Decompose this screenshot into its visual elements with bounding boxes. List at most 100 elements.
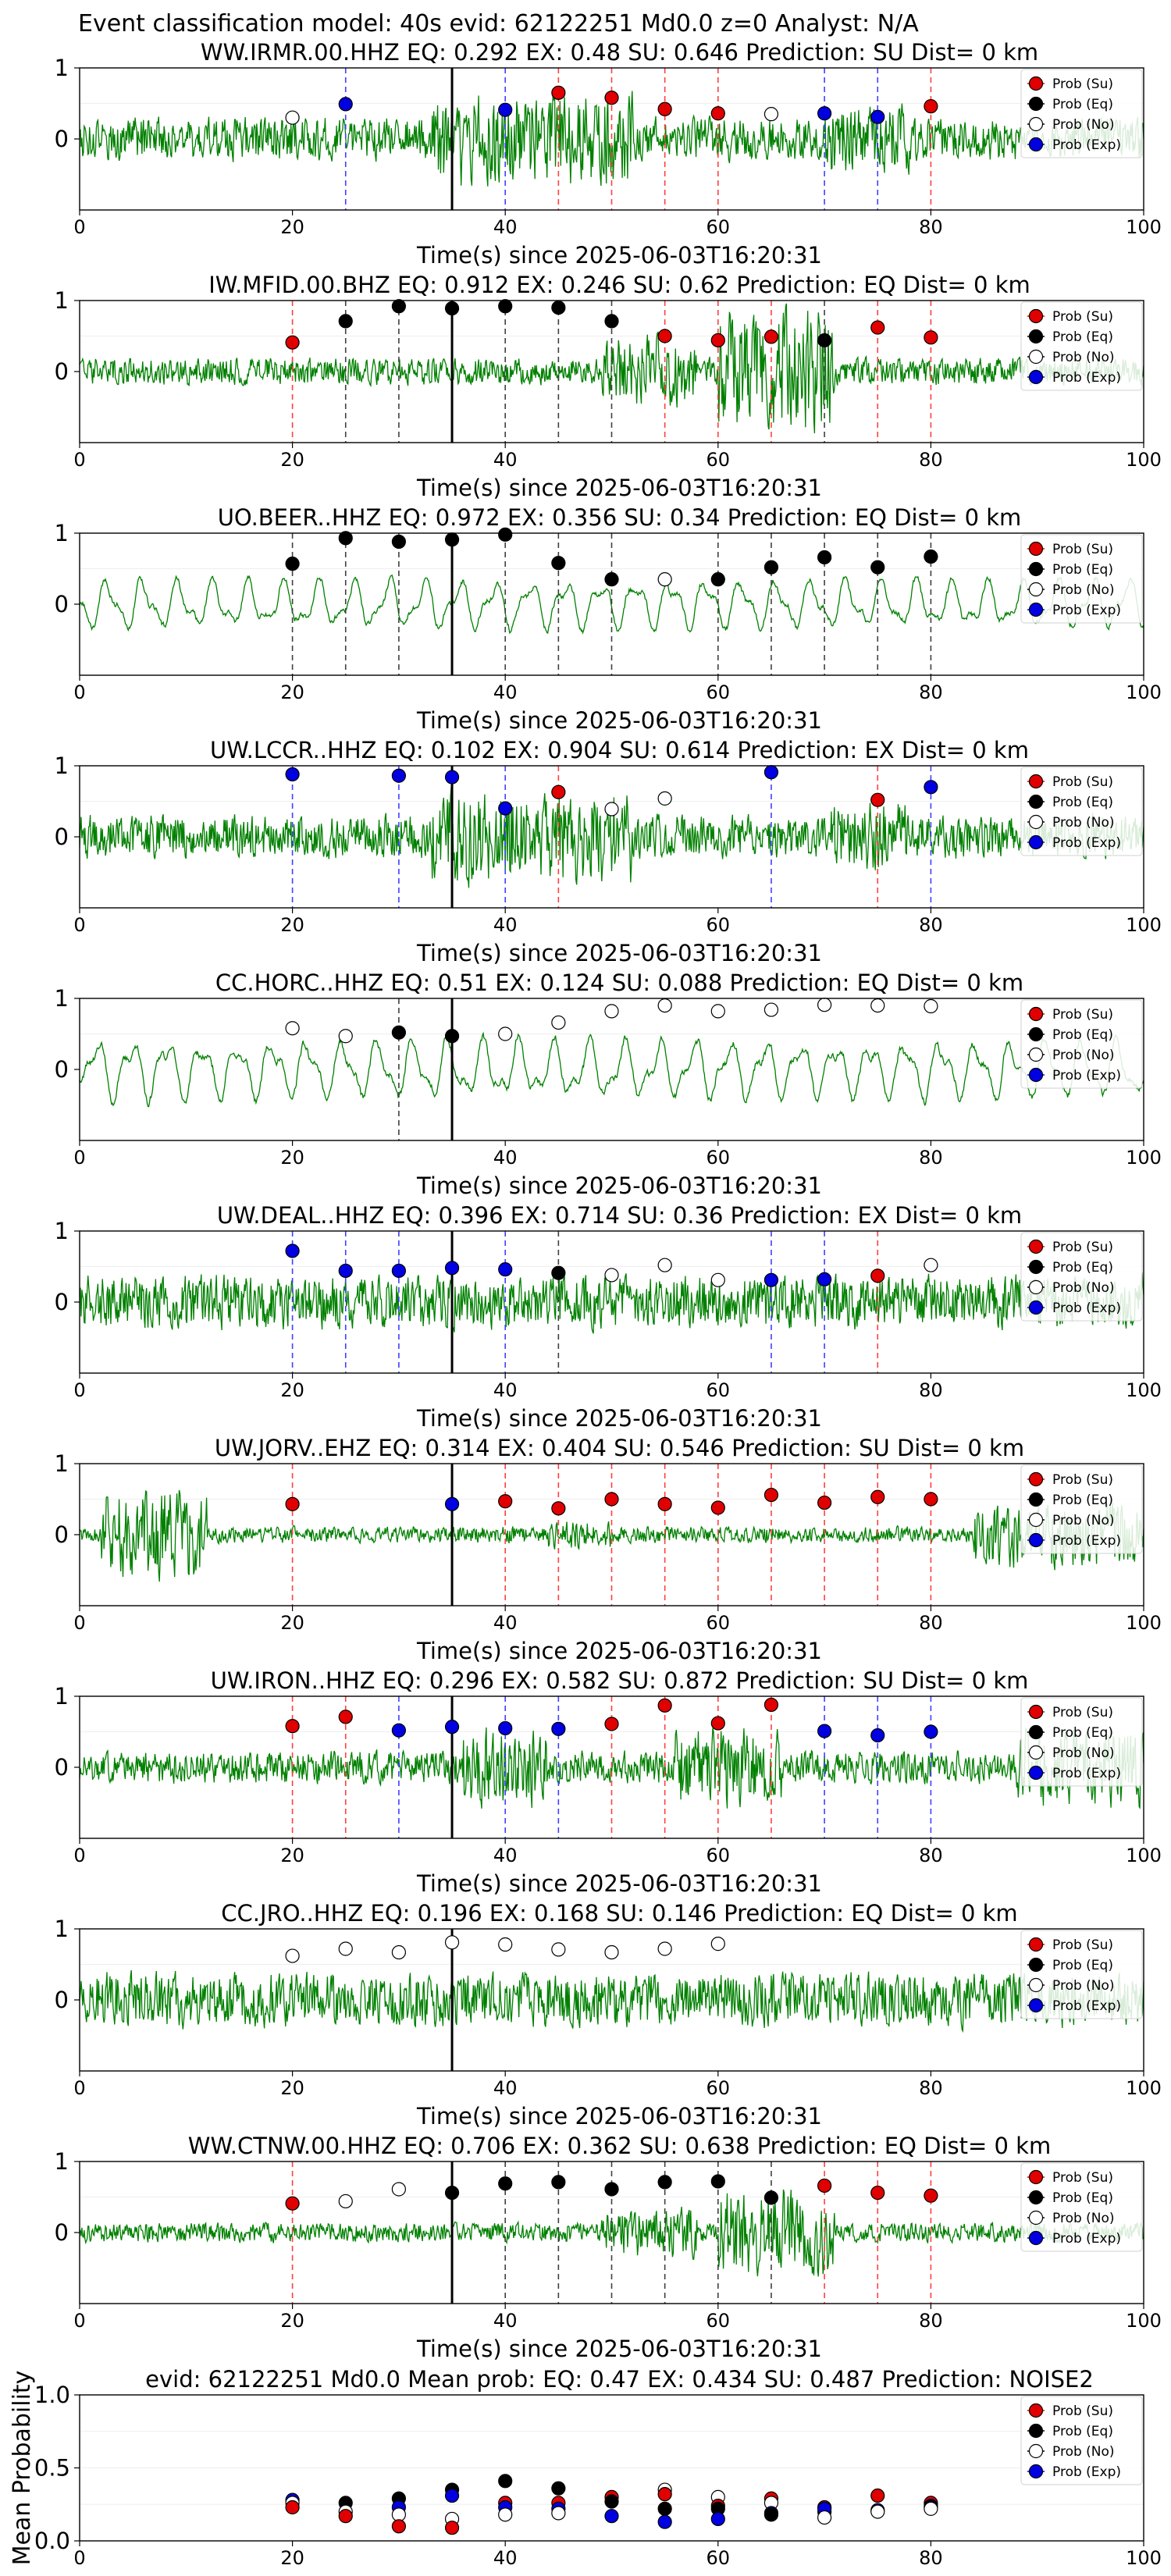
prob-marker-exp <box>817 106 832 121</box>
xtick-label: 100 <box>1126 914 1162 936</box>
panels: WW.IRMR.00.HHZ EQ: 0.292 EX: 0.48 SU: 0.… <box>9 39 1162 2569</box>
waveform-trace <box>79 303 1144 434</box>
waveform-trace <box>79 1969 1144 2033</box>
xtick-label: 60 <box>707 2547 731 2569</box>
legend-marker-exp <box>1028 602 1044 617</box>
panel-title: CC.HORC..HHZ EQ: 0.51 EX: 0.124 SU: 0.08… <box>215 970 1023 996</box>
mean-prob-marker-su <box>657 2487 672 2502</box>
panel-title: UW.JORV..EHZ EQ: 0.314 EX: 0.404 SU: 0.5… <box>215 1435 1024 1461</box>
prob-marker-eq <box>498 527 513 542</box>
prob-marker-no <box>657 791 672 806</box>
xtick-label: 20 <box>280 1379 304 1401</box>
figure-suptitle: Event classification model: 40s evid: 62… <box>78 10 919 37</box>
legend-label-exp: Prob (Exp) <box>1052 1300 1121 1316</box>
legend-label-exp: Prob (Exp) <box>1052 137 1121 153</box>
prob-marker-exp <box>551 1721 566 1736</box>
xtick-label: 60 <box>707 1612 731 1634</box>
xtick-label: 60 <box>707 914 731 936</box>
ytick-label: 0 <box>55 126 69 152</box>
legend-label-su: Prob (Su) <box>1052 542 1113 557</box>
legend-marker-eq <box>1028 1026 1044 1042</box>
prob-marker-su <box>870 792 885 807</box>
legend: Prob (Su) Prob (Eq) Prob (No) Prob (Exp) <box>1020 999 1143 1089</box>
prob-marker-eq <box>604 314 619 329</box>
legend-marker-no <box>1028 582 1044 597</box>
prob-marker-su <box>870 320 885 335</box>
xtick-label: 40 <box>493 449 518 471</box>
x-axis-label: Time(s) since 2025-06-03T16:20:31 <box>416 2336 822 2362</box>
prob-marker-su <box>604 91 619 105</box>
legend: Prob (Su) Prob (Eq) Prob (No) Prob (Exp) <box>1020 1464 1143 1554</box>
prob-marker-no <box>498 1026 513 1041</box>
legend-marker-su <box>1028 1471 1044 1487</box>
ytick-label: 1 <box>55 287 69 314</box>
ytick-label: 0 <box>55 1056 69 1083</box>
xtick-label: 100 <box>1126 1612 1162 1634</box>
legend-marker-eq <box>1028 1957 1044 1973</box>
panel-title: UW.DEAL..HHZ EQ: 0.396 EX: 0.714 SU: 0.3… <box>217 1202 1022 1229</box>
legend-label-eq: Prob (Eq) <box>1052 1027 1113 1043</box>
legend: Prob (Su) Prob (Eq) Prob (No) Prob (Exp) <box>1020 69 1143 158</box>
legend-marker-no <box>1028 1977 1044 1993</box>
ytick-label: 1 <box>55 55 69 81</box>
mean-prob-marker-exp <box>444 2488 460 2503</box>
ytick-label: 0 <box>55 591 69 617</box>
legend-marker-su <box>1028 541 1044 557</box>
xtick-label: 80 <box>919 1147 943 1169</box>
prob-marker-eq <box>391 1025 406 1040</box>
prob-marker-su <box>710 106 725 121</box>
prob-marker-eq <box>870 560 885 575</box>
prob-marker-su <box>710 333 725 348</box>
prob-marker-no <box>924 998 938 1014</box>
xtick-label: 0 <box>73 681 85 703</box>
legend: Prob (Su) Prob (Eq) Prob (No) Prob (Exp) <box>1020 1697 1143 1787</box>
prob-marker-exp <box>444 770 460 785</box>
legend-marker-exp <box>1028 2230 1044 2246</box>
prob-marker-eq <box>604 572 619 587</box>
prob-marker-su <box>551 1501 566 1516</box>
xtick-label: 80 <box>919 681 943 703</box>
mean-prob-marker-exp <box>604 2509 619 2524</box>
prob-marker-eq <box>710 572 725 587</box>
legend-marker-exp <box>1028 369 1044 385</box>
xtick-label: 40 <box>493 2310 518 2332</box>
prob-marker-su <box>285 1719 300 1734</box>
prob-marker-no <box>604 802 619 817</box>
mean-prob-marker-exp <box>710 2511 725 2527</box>
xtick-label: 0 <box>73 914 85 936</box>
xtick-label: 40 <box>493 681 518 703</box>
mean-prob-marker-exp <box>657 2514 672 2529</box>
ytick-label: 1 <box>55 753 69 779</box>
legend-label-eq: Prob (Eq) <box>1052 2190 1113 2206</box>
axes-frame <box>79 1230 1144 1374</box>
xtick-label: 100 <box>1126 1379 1162 1401</box>
prob-marker-no <box>657 1941 672 1956</box>
prob-marker-eq <box>444 532 460 547</box>
mean-prob-marker-no <box>817 2510 832 2525</box>
xtick-label: 100 <box>1126 681 1162 703</box>
xtick-label: 100 <box>1126 216 1162 238</box>
legend-box <box>1020 767 1143 856</box>
legend-marker-no <box>1028 1279 1044 1295</box>
legend-marker-eq <box>1028 2190 1044 2205</box>
ytick-label: 0 <box>55 1987 69 2013</box>
prob-marker-no <box>604 1004 619 1019</box>
prob-marker-eq <box>924 549 938 564</box>
legend-label-su: Prob (Su) <box>1052 1705 1113 1720</box>
prob-marker-no <box>391 2182 406 2197</box>
prob-marker-su <box>657 1496 672 1511</box>
ytick-label: 1 <box>55 1218 69 1244</box>
prob-marker-eq <box>551 556 566 571</box>
axes-frame <box>79 765 1144 909</box>
xtick-label: 60 <box>707 2077 731 2099</box>
prob-marker-su <box>657 101 672 116</box>
legend: Prob (Su) Prob (Eq) Prob (No) Prob (Exp) <box>1020 534 1143 624</box>
legend-label-exp: Prob (Exp) <box>1052 1533 1121 1549</box>
legend-label-no: Prob (No) <box>1052 2211 1115 2226</box>
legend-label-no: Prob (No) <box>1052 1280 1115 1296</box>
ytick-label: 1 <box>55 2148 69 2175</box>
xtick-label: 80 <box>919 2310 943 2332</box>
prob-marker-su <box>338 1710 353 1724</box>
xtick-label: 100 <box>1126 1147 1162 1169</box>
prob-marker-exp <box>498 102 513 117</box>
